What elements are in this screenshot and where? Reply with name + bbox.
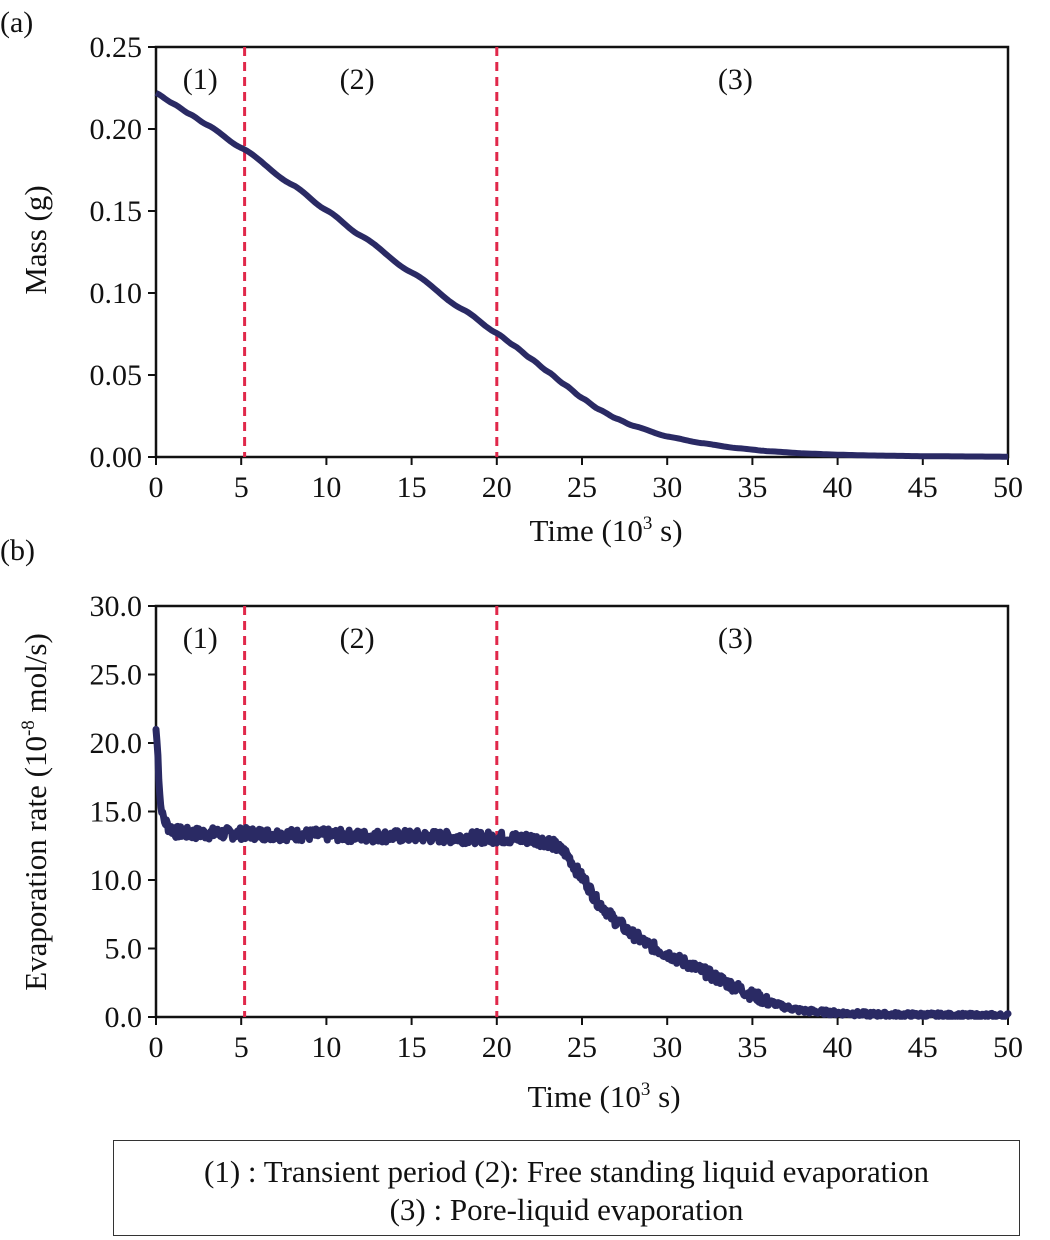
panel-b-x-tick-label: 20 [482, 1031, 512, 1064]
legend-line-2: (3) : Pore-liquid evaporation [389, 1192, 744, 1227]
panel-b-y-tick-label: 0.0 [105, 1001, 143, 1034]
panel-a-plot-area: (1) (2) (3) [154, 45, 1010, 460]
panel-b-region-label: (3) [718, 622, 753, 655]
panel-b-y-tick-label: 30.0 [90, 590, 143, 623]
panel-b-y-tick-label: 10.0 [90, 864, 143, 897]
panel-a: (a) Mass (g) 0 5 10 15 20 25 30 35 40 45 50 0.00 0.0… [0, 6, 1023, 548]
panel-a-y-tick-label: 0.20 [90, 113, 143, 146]
panel-a-x-axis-title: Time (103 s) [529, 513, 682, 548]
panel-b-label: (b) [0, 534, 35, 567]
panel-a-x-tick-label: 5 [234, 471, 249, 504]
panel-a-x-tick-label: 50 [993, 471, 1023, 504]
panel-a-x-tick-label: 45 [908, 471, 938, 504]
panel-b-x-tick-label: 15 [397, 1031, 427, 1064]
panel-a-x-tick-label: 35 [737, 471, 767, 504]
panel-b-x-axis-title: Time (103 s) [527, 1079, 680, 1114]
panel-a-region-label: (2) [340, 63, 375, 96]
panel-b-plot-area: (1) (2) (3) [152, 604, 1012, 1020]
panel-b-x-tick-label: 30 [652, 1031, 682, 1064]
panel-a-y-axis-title: Mass (g) [18, 185, 53, 294]
panel-a-y-tick-label: 0.00 [90, 441, 143, 474]
legend-box: (1) : Transient period (2): Free standin… [113, 1140, 1020, 1236]
panel-b-x-tick-label: 0 [149, 1031, 164, 1064]
panel-a-x-tick-label: 30 [652, 471, 682, 504]
panel-a-ticks: 0 5 10 15 20 25 30 35 40 45 50 0.00 0.05 0.10 0.15 0.20… [90, 31, 1024, 504]
panel-b-x-tick-label: 50 [993, 1031, 1023, 1064]
panel-b-y-axis-title: Evaporation rate (10-8 mol/s) [18, 633, 53, 991]
panel-a-y-tick-label: 0.25 [90, 31, 143, 64]
panel-b-y-tick-label: 15.0 [90, 796, 143, 829]
panel-b-x-tick-label: 5 [234, 1031, 249, 1064]
panel-b-x-tick-label: 25 [567, 1031, 597, 1064]
panel-b-y-tick-label: 20.0 [90, 727, 143, 760]
panel-a-x-tick-label: 40 [823, 471, 853, 504]
panel-a-series-line [154, 90, 1009, 460]
panel-a-x-tick-label: 10 [311, 471, 341, 504]
panel-a-y-tick-label: 0.15 [90, 195, 143, 228]
panel-b-x-tick-label: 40 [823, 1031, 853, 1064]
panel-a-region-label: (3) [718, 63, 753, 96]
panel-b-region-label: (1) [183, 622, 218, 655]
panel-a-x-tick-label: 25 [567, 471, 597, 504]
panel-a-region-label: (1) [183, 63, 218, 96]
panel-b-ticks: 0 5 10 15 20 25 30 35 40 45 50 0.0 5.0 10.0 15.0 20.0 25… [90, 590, 1024, 1064]
panel-b-x-tick-label: 35 [737, 1031, 767, 1064]
panel-a-y-tick-label: 0.05 [90, 359, 143, 392]
panel-a-x-tick-label: 0 [149, 471, 164, 504]
panel-a-x-tick-label: 15 [397, 471, 427, 504]
panel-a-label: (a) [0, 6, 33, 39]
panel-b-x-tick-label: 10 [311, 1031, 341, 1064]
panel-b-y-tick-label: 5.0 [105, 933, 143, 966]
panel-a-plot-frame [154, 45, 1010, 459]
legend-line-1: (1) : Transient period (2): Free standin… [204, 1154, 929, 1189]
panel-b-plot-frame [154, 604, 1010, 1019]
panel-b-x-tick-label: 45 [908, 1031, 938, 1064]
panel-a-x-tick-label: 20 [482, 471, 512, 504]
panel-b-series-line [152, 725, 1012, 1020]
panel-b: (b) Evaporation rate (10-8 mol/s) 0 5 10 15… [0, 534, 1023, 1114]
panel-b-region-label: (2) [340, 622, 375, 655]
panel-b-y-tick-label: 25.0 [90, 659, 143, 692]
panel-a-y-tick-label: 0.10 [90, 277, 143, 310]
